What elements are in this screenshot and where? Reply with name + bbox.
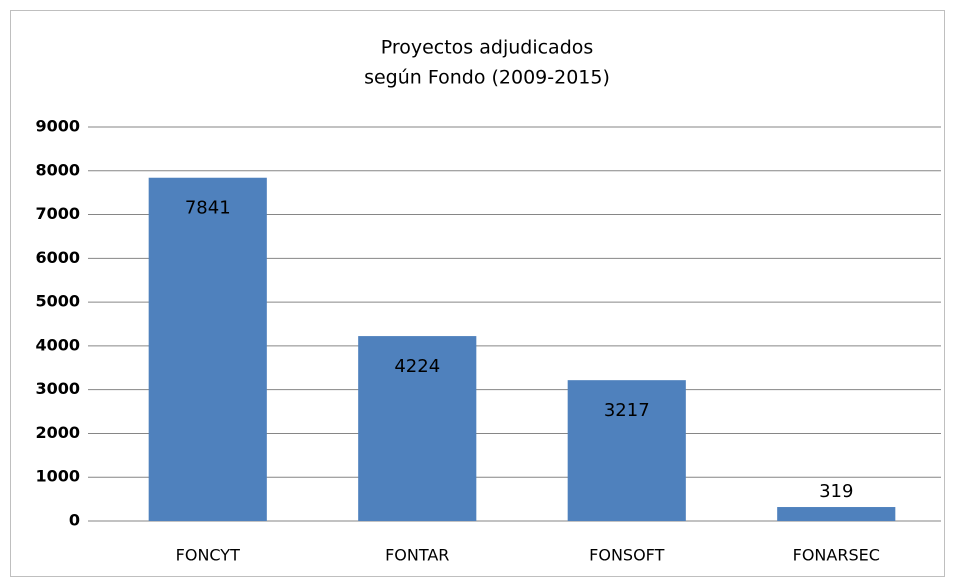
y-tick-label: 9000 — [35, 117, 80, 136]
x-tick-label: FONARSEC — [793, 546, 880, 565]
chart-title: Proyectos adjudicados — [381, 37, 594, 59]
y-tick-label: 6000 — [35, 248, 80, 267]
data-label: 7841 — [185, 198, 231, 219]
data-label: 319 — [819, 481, 853, 502]
data-label: 3217 — [604, 400, 650, 421]
bar — [777, 507, 896, 521]
y-tick-label: 7000 — [35, 204, 80, 223]
y-tick-label: 0 — [69, 511, 80, 530]
y-tick-label: 3000 — [35, 379, 80, 398]
data-label: 4224 — [394, 356, 440, 377]
y-tick-label: 4000 — [35, 335, 80, 354]
x-tick-label: FONTAR — [385, 546, 449, 565]
x-tick-label: FONCYT — [176, 546, 240, 565]
bar — [358, 336, 477, 521]
x-tick-label: FONSOFT — [589, 546, 664, 565]
chart-title: según Fondo (2009-2015) — [364, 67, 610, 89]
bar — [148, 177, 267, 521]
y-tick-label: 2000 — [35, 423, 80, 442]
y-tick-label: 1000 — [35, 467, 80, 486]
bar — [567, 380, 686, 521]
y-tick-label: 5000 — [35, 292, 80, 311]
y-tick-label: 8000 — [35, 160, 80, 179]
